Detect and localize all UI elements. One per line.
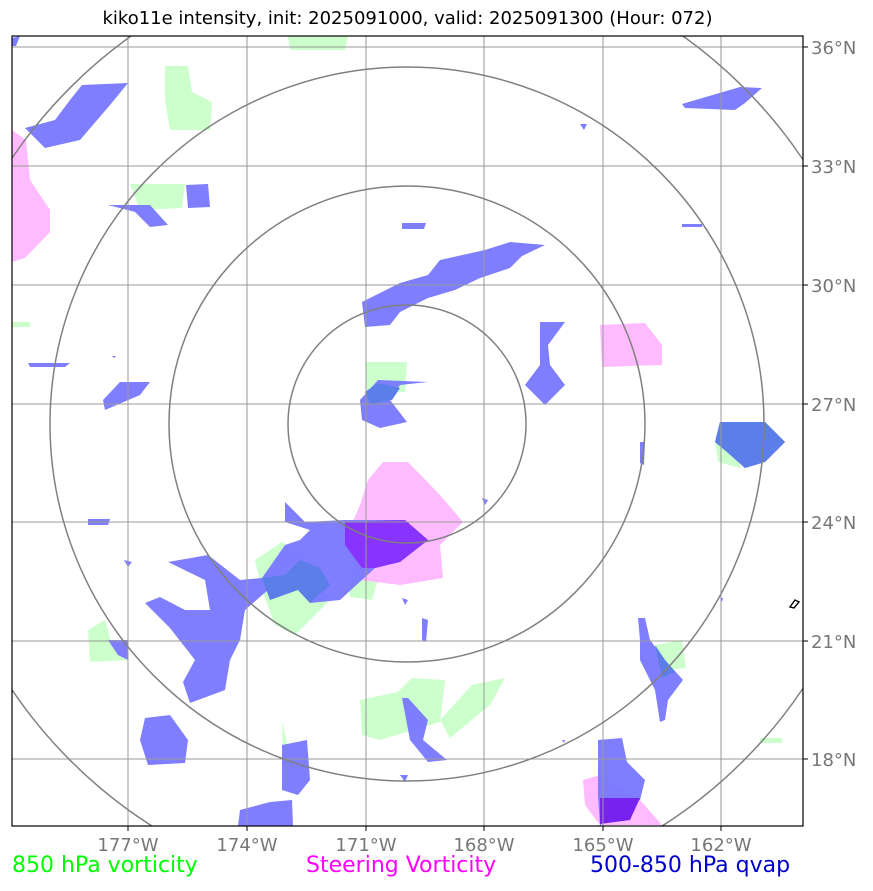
lat-label: 18°N (811, 750, 856, 771)
lon-label: 162°W (690, 835, 751, 856)
vort850-region (440, 678, 505, 738)
lon-label: 177°W (97, 835, 158, 856)
latitude-labels: 36°N 33°N 30°N 27°N 24°N 21°N 18°N (811, 38, 856, 771)
lon-label: 174°W (216, 835, 277, 856)
lat-label: 30°N (811, 276, 856, 297)
qvap-vorticity-overlap (655, 645, 675, 678)
range-ring (287, 304, 527, 544)
qvap-region (402, 698, 447, 762)
legend-qvap: 500-850 hPa qvap (590, 853, 791, 878)
lat-label: 21°N (811, 632, 856, 653)
qvap-region (682, 224, 702, 227)
black-contours (788, 599, 801, 609)
vort850-region (282, 720, 288, 752)
qvap-region (562, 740, 565, 743)
qvap-vorticity-overlap (715, 422, 785, 468)
vort850-region (130, 184, 185, 210)
qvap-region (282, 740, 310, 795)
qvap-vorticity-overlap (365, 383, 400, 404)
range-ring (49, 66, 765, 782)
steering-region (12, 130, 50, 262)
lon-label: 171°W (335, 835, 396, 856)
lon-label: 168°W (453, 835, 514, 856)
qvap-vorticity-overlap (262, 560, 330, 603)
qvap-region (580, 124, 587, 130)
qvap-region (186, 184, 210, 208)
steering-vorticity-fills (12, 130, 662, 825)
tick-marks (127, 46, 808, 831)
lon-label: 165°W (572, 835, 633, 856)
qvap-region (108, 205, 168, 227)
lat-label: 36°N (811, 38, 856, 59)
qvap-region (400, 775, 408, 782)
graticule (12, 36, 803, 826)
lat-label: 24°N (811, 513, 856, 534)
longitude-labels: 177°W 174°W 171°W 168°W 165°W 162°W (97, 835, 751, 856)
qvap-region (112, 356, 116, 358)
legend-steering-vorticity: Steering Vorticity (306, 853, 497, 878)
qvap-region (28, 363, 70, 367)
lat-label: 27°N (811, 395, 856, 416)
vort850-region (165, 66, 212, 130)
range-ring (168, 185, 646, 663)
qvap-region (25, 83, 128, 148)
vort850-region (288, 36, 348, 50)
qvap-steering-overlap (600, 798, 640, 824)
legend-850-vorticity: 850 hPa vorticity (12, 853, 198, 878)
vort850-region (360, 678, 445, 740)
qvap-region (402, 598, 408, 605)
vort850-region (760, 738, 782, 743)
qvap-region (402, 223, 426, 229)
qvap-region (422, 618, 428, 642)
vort850-region (12, 322, 30, 327)
qvap-region (108, 640, 128, 660)
map-title: kiko11e intensity, init: 2025091000, val… (102, 8, 713, 29)
qvap-region (12, 36, 20, 46)
lat-label: 33°N (811, 157, 856, 178)
qvap-region (525, 322, 565, 405)
qvap-region (140, 715, 188, 765)
qvap-region (482, 498, 488, 505)
qvap-region (238, 800, 293, 826)
small-contour (788, 599, 801, 609)
qvap-region (682, 87, 762, 110)
map-frame (11, 35, 804, 827)
qvap-region (103, 382, 150, 410)
